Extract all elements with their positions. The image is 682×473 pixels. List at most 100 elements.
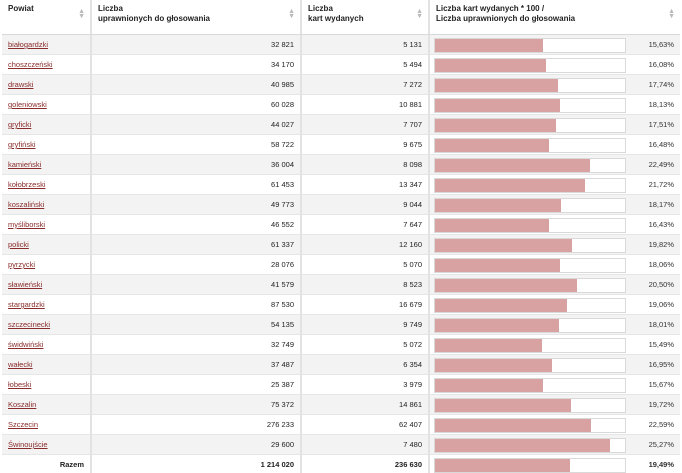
header-uprawnieni-line2: uprawnionych do głosowania xyxy=(98,14,211,23)
sort-arrows-icon[interactable]: ▲ ▼ xyxy=(288,8,295,20)
powiat-link[interactable]: Koszalin xyxy=(8,400,37,409)
frekwencja-bar-track xyxy=(434,58,626,73)
powiat-link[interactable]: choszczeński xyxy=(8,60,53,69)
karty-cell: 6 354 xyxy=(300,355,428,375)
powiat-link[interactable]: goleniowski xyxy=(8,100,47,109)
sort-arrows-icon[interactable]: ▲ ▼ xyxy=(668,8,675,20)
karty-cell: 9 044 xyxy=(300,195,428,215)
uprawnieni-cell: 25 387 xyxy=(90,375,300,395)
header-karty-line1: Liczba xyxy=(308,4,333,13)
frekwencja-value: 22,59% xyxy=(648,420,674,429)
powiat-cell: stargardzki xyxy=(2,295,90,315)
frekwencja-bar-track xyxy=(434,178,626,193)
table-row: wałecki 37 487 6 354 16,95% xyxy=(2,355,680,375)
powiat-link[interactable]: myśliborski xyxy=(8,220,46,229)
frekwencja-value: 19,82% xyxy=(648,240,674,249)
powiat-cell: wałecki xyxy=(2,355,90,375)
frekwencja-bar xyxy=(435,139,549,152)
powiat-cell: świdwiński xyxy=(2,335,90,355)
powiat-link[interactable]: gryfiński xyxy=(8,140,36,149)
frekwencja-bar-track xyxy=(434,78,626,93)
frekwencja-cell: 25,27% xyxy=(428,435,680,455)
powiat-cell: drawski xyxy=(2,75,90,95)
frekwencja-bar xyxy=(435,199,561,212)
header-uprawnieni[interactable]: Liczba uprawnionych do głosowania ▲ ▼ xyxy=(90,0,300,35)
header-karty[interactable]: Liczba kart wydanych ▲ ▼ xyxy=(300,0,428,35)
powiat-link[interactable]: łobeski xyxy=(8,380,32,389)
powiat-link[interactable]: świdwiński xyxy=(8,340,44,349)
frekwencja-bar-track xyxy=(434,38,626,53)
powiat-link[interactable]: koszaliński xyxy=(8,200,45,209)
powiat-cell: policki xyxy=(2,235,90,255)
header-powiat-label: Powiat xyxy=(8,4,34,13)
powiat-link[interactable]: pyrzycki xyxy=(8,260,36,269)
header-powiat[interactable]: Powiat ▲ ▼ xyxy=(2,0,90,35)
table-row: Szczecin 276 233 62 407 22,59% xyxy=(2,415,680,435)
frekwencja-cell: 19,06% xyxy=(428,295,680,315)
frekwencja-cell: 15,67% xyxy=(428,375,680,395)
frekwencja-cell: 20,50% xyxy=(428,275,680,295)
karty-cell: 3 979 xyxy=(300,375,428,395)
powiat-cell: białogardzki xyxy=(2,35,90,55)
powiat-link[interactable]: wałecki xyxy=(8,360,33,369)
sort-arrows-icon[interactable]: ▲ ▼ xyxy=(416,8,423,20)
frekwencja-cell: 17,74% xyxy=(428,75,680,95)
karty-cell: 7 272 xyxy=(300,75,428,95)
powiat-link[interactable]: kamieński xyxy=(8,160,42,169)
powiat-cell: kołobrzeski xyxy=(2,175,90,195)
frekwencja-bar xyxy=(435,319,560,332)
uprawnieni-cell: 87 530 xyxy=(90,295,300,315)
frekwencja-bar xyxy=(435,239,572,252)
karty-cell: 13 347 xyxy=(300,175,428,195)
frekwencja-cell: 18,17% xyxy=(428,195,680,215)
frekwencja-cell: 18,06% xyxy=(428,255,680,275)
header-frekwencja[interactable]: Liczba kart wydanych * 100 / Liczba upra… xyxy=(428,0,680,35)
frekwencja-value: 19,72% xyxy=(648,400,674,409)
powiat-link[interactable]: Szczecin xyxy=(8,420,39,429)
frekwencja-value: 25,27% xyxy=(648,440,674,449)
frekwencja-bar xyxy=(435,219,549,232)
karty-cell: 62 407 xyxy=(300,415,428,435)
powiat-link[interactable]: kołobrzeski xyxy=(8,180,46,189)
frekwencja-value: 17,51% xyxy=(648,120,674,129)
powiat-link[interactable]: białogardzki xyxy=(8,40,49,49)
sort-arrows-icon[interactable]: ▲ ▼ xyxy=(78,8,85,20)
table-row: Koszalin 75 372 14 861 19,72% xyxy=(2,395,680,415)
powiat-link[interactable]: Świnoujście xyxy=(8,440,48,449)
frekwencja-value: 16,48% xyxy=(648,140,674,149)
powiat-link[interactable]: drawski xyxy=(8,80,34,89)
frekwencja-bar-track xyxy=(434,218,626,233)
frekwencja-bar-track xyxy=(434,198,626,213)
table-row: gryfiński 58 722 9 675 16,48% xyxy=(2,135,680,155)
karty-cell: 5 072 xyxy=(300,335,428,355)
frekwencja-bar xyxy=(435,339,543,352)
frekwencja-cell: 16,43% xyxy=(428,215,680,235)
table-row: koszaliński 49 773 9 044 18,17% xyxy=(2,195,680,215)
frekwencja-bar-track xyxy=(434,158,626,173)
header-frekwencja-line1: Liczba kart wydanych * 100 / xyxy=(436,4,545,13)
karty-cell: 9 675 xyxy=(300,135,428,155)
header-karty-line2: kart wydanych xyxy=(308,14,364,23)
header-frekwencja-line2: Liczba uprawnionych do głosowania xyxy=(436,14,576,23)
header-uprawnieni-line1: Liczba xyxy=(98,4,123,13)
powiat-link[interactable]: szczecinecki xyxy=(8,320,51,329)
frekwencja-value: 19,06% xyxy=(648,300,674,309)
frekwencja-value: 17,74% xyxy=(648,80,674,89)
powiat-cell: koszaliński xyxy=(2,195,90,215)
powiat-cell: choszczeński xyxy=(2,55,90,75)
powiat-link[interactable]: sławieński xyxy=(8,280,43,289)
powiat-link[interactable]: policki xyxy=(8,240,29,249)
powiat-cell: szczecinecki xyxy=(2,315,90,335)
frekwencja-value: 21,72% xyxy=(648,180,674,189)
table-row: policki 61 337 12 160 19,82% xyxy=(2,235,680,255)
powiat-link[interactable]: gryficki xyxy=(8,120,32,129)
karty-cell: 5 131 xyxy=(300,35,428,55)
frekwencja-cell: 19,72% xyxy=(428,395,680,415)
total-frekwencja-bar-track xyxy=(434,458,626,473)
frekwencja-bar xyxy=(435,419,592,432)
frekwencja-bar-track xyxy=(434,298,626,313)
powiat-link[interactable]: stargardzki xyxy=(8,300,45,309)
frekwencja-bar-track xyxy=(434,398,626,413)
powiat-cell: Świnoujście xyxy=(2,435,90,455)
frekwencja-value: 15,49% xyxy=(648,340,674,349)
